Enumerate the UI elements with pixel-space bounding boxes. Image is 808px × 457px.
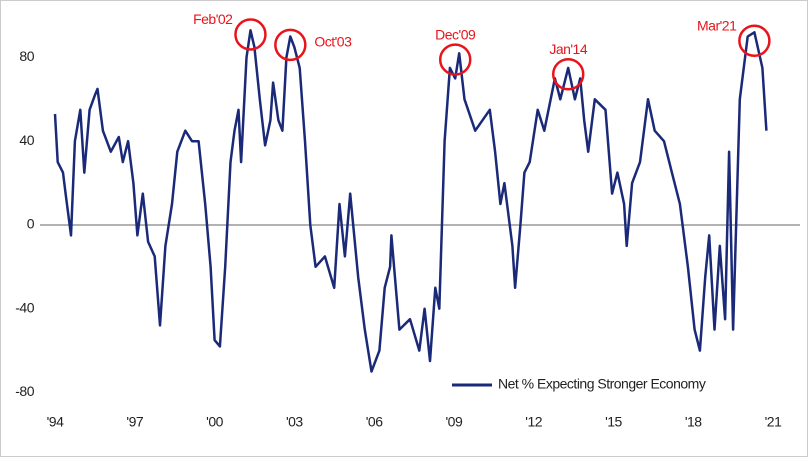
annotation-circle [551,57,585,91]
annotation-label: Feb'02 [193,11,233,27]
y-tick-label: -80 [15,383,34,399]
y-tick-label: 0 [27,216,35,232]
x-tick-label: '97 [126,414,143,430]
annotation-label: Dec'09 [435,26,476,42]
x-tick-label: '12 [525,414,542,430]
x-tick-label: '09 [446,414,463,430]
y-tick-label: 40 [19,132,34,148]
annotation-circle [438,43,472,76]
y-tick-label: -40 [15,299,34,315]
x-tick-label: '18 [685,414,702,430]
y-tick-label: 80 [19,48,34,64]
x-tick-label: '15 [605,414,622,430]
x-tick-label: '94 [47,414,64,430]
x-tick-label: '21 [765,414,782,430]
x-tick-label: '03 [286,414,303,430]
annotation-label: Jan'14 [549,41,588,57]
annotation-label: Oct'03 [314,34,352,50]
annotation-circle [234,18,267,51]
x-tick-label: '06 [366,414,383,430]
x-tick-label: '00 [206,414,223,430]
annotation-label: Mar'21 [697,17,737,33]
data-line [53,29,768,373]
annotation-circle [738,24,771,57]
legend-label: Net % Expecting Stronger Economy [498,376,706,392]
annotation-circle [274,28,307,62]
